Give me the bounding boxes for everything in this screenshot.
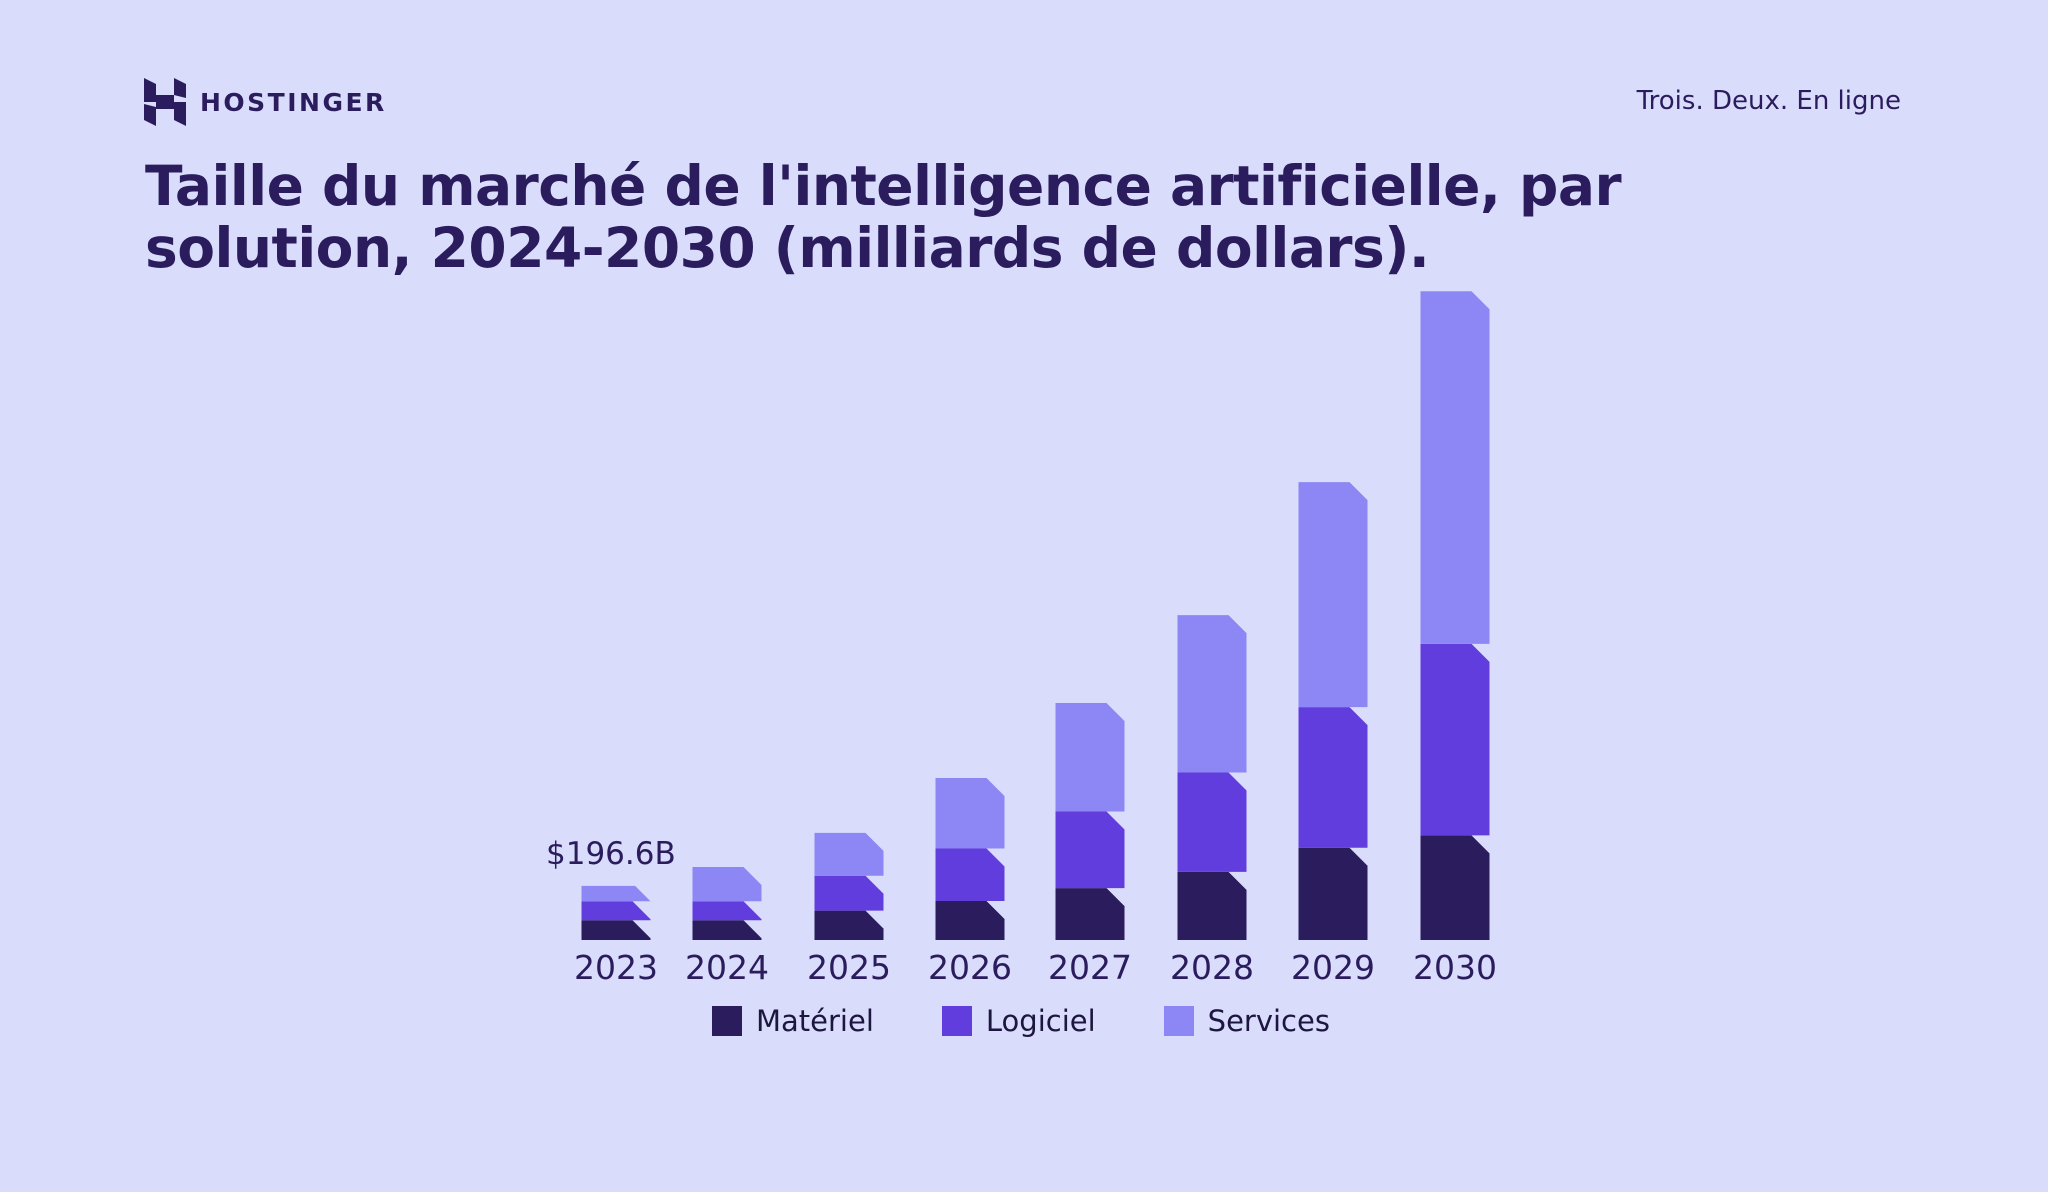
legend-swatch-services — [1163, 1006, 1194, 1036]
bar-segment-materiel — [935, 900, 1005, 940]
bar-segment-materiel — [1055, 888, 1125, 940]
legend-swatch-materiel — [712, 1006, 742, 1036]
hostinger-h-icon — [144, 78, 186, 126]
bar-segment-services — [1298, 482, 1368, 708]
legend-label: Logiciel — [985, 1004, 1096, 1038]
bar-segment-materiel — [1177, 871, 1247, 940]
bar-segment-services — [814, 832, 884, 876]
legend-item-logiciel: Logiciel — [941, 1004, 1096, 1038]
bar-segment-logiciel — [581, 901, 651, 921]
bar-segment-materiel — [581, 920, 651, 940]
bar-segment-materiel — [1420, 835, 1490, 940]
bar-segment-logiciel — [935, 848, 1005, 901]
x-axis-label: 2023 — [574, 948, 658, 987]
bar-segment-logiciel — [1055, 811, 1125, 889]
legend-label: Services — [1207, 1004, 1330, 1038]
value-annotation: $196.6B — [546, 835, 676, 872]
x-axis-label: 2027 — [1048, 948, 1132, 987]
bar-segment-logiciel — [1298, 707, 1368, 848]
tagline: Trois. Deux. En ligne — [1636, 86, 1901, 116]
x-axis-label: 2024 — [685, 948, 769, 987]
bar-segment-services — [1177, 615, 1247, 773]
bar-segment-services — [581, 885, 651, 902]
x-axis-label: 2025 — [807, 948, 891, 987]
legend-item-materiel: Matériel — [712, 1004, 874, 1038]
x-axis-label: 2028 — [1170, 948, 1254, 987]
bar-segment-logiciel — [1177, 772, 1247, 872]
legend-label: Matériel — [756, 1004, 874, 1038]
bar-segment-logiciel — [1420, 643, 1490, 836]
bar-segment-services — [692, 866, 762, 902]
legend-item-services: Services — [1163, 1004, 1330, 1038]
bar-segment-materiel — [1298, 847, 1368, 940]
brand-name: HOSTINGER — [200, 87, 387, 117]
legend: Matériel Logiciel Services — [712, 1004, 1398, 1038]
bar-segment-logiciel — [814, 875, 884, 911]
bar-segment-logiciel — [692, 901, 762, 921]
bar-segment-materiel — [692, 920, 762, 940]
brand-logo: HOSTINGER — [144, 78, 387, 126]
x-axis-label: 2029 — [1291, 948, 1375, 987]
legend-swatch-logiciel — [941, 1006, 972, 1036]
x-axis-label: 2030 — [1413, 948, 1497, 987]
chart-title: Taille du marché de l'intelligence artif… — [145, 154, 1622, 280]
bar-segment-materiel — [814, 910, 884, 940]
bar-segment-services — [1055, 702, 1125, 812]
bar-segment-services — [1420, 291, 1490, 644]
x-axis-label: 2026 — [928, 948, 1012, 987]
bar-segment-services — [935, 777, 1005, 849]
